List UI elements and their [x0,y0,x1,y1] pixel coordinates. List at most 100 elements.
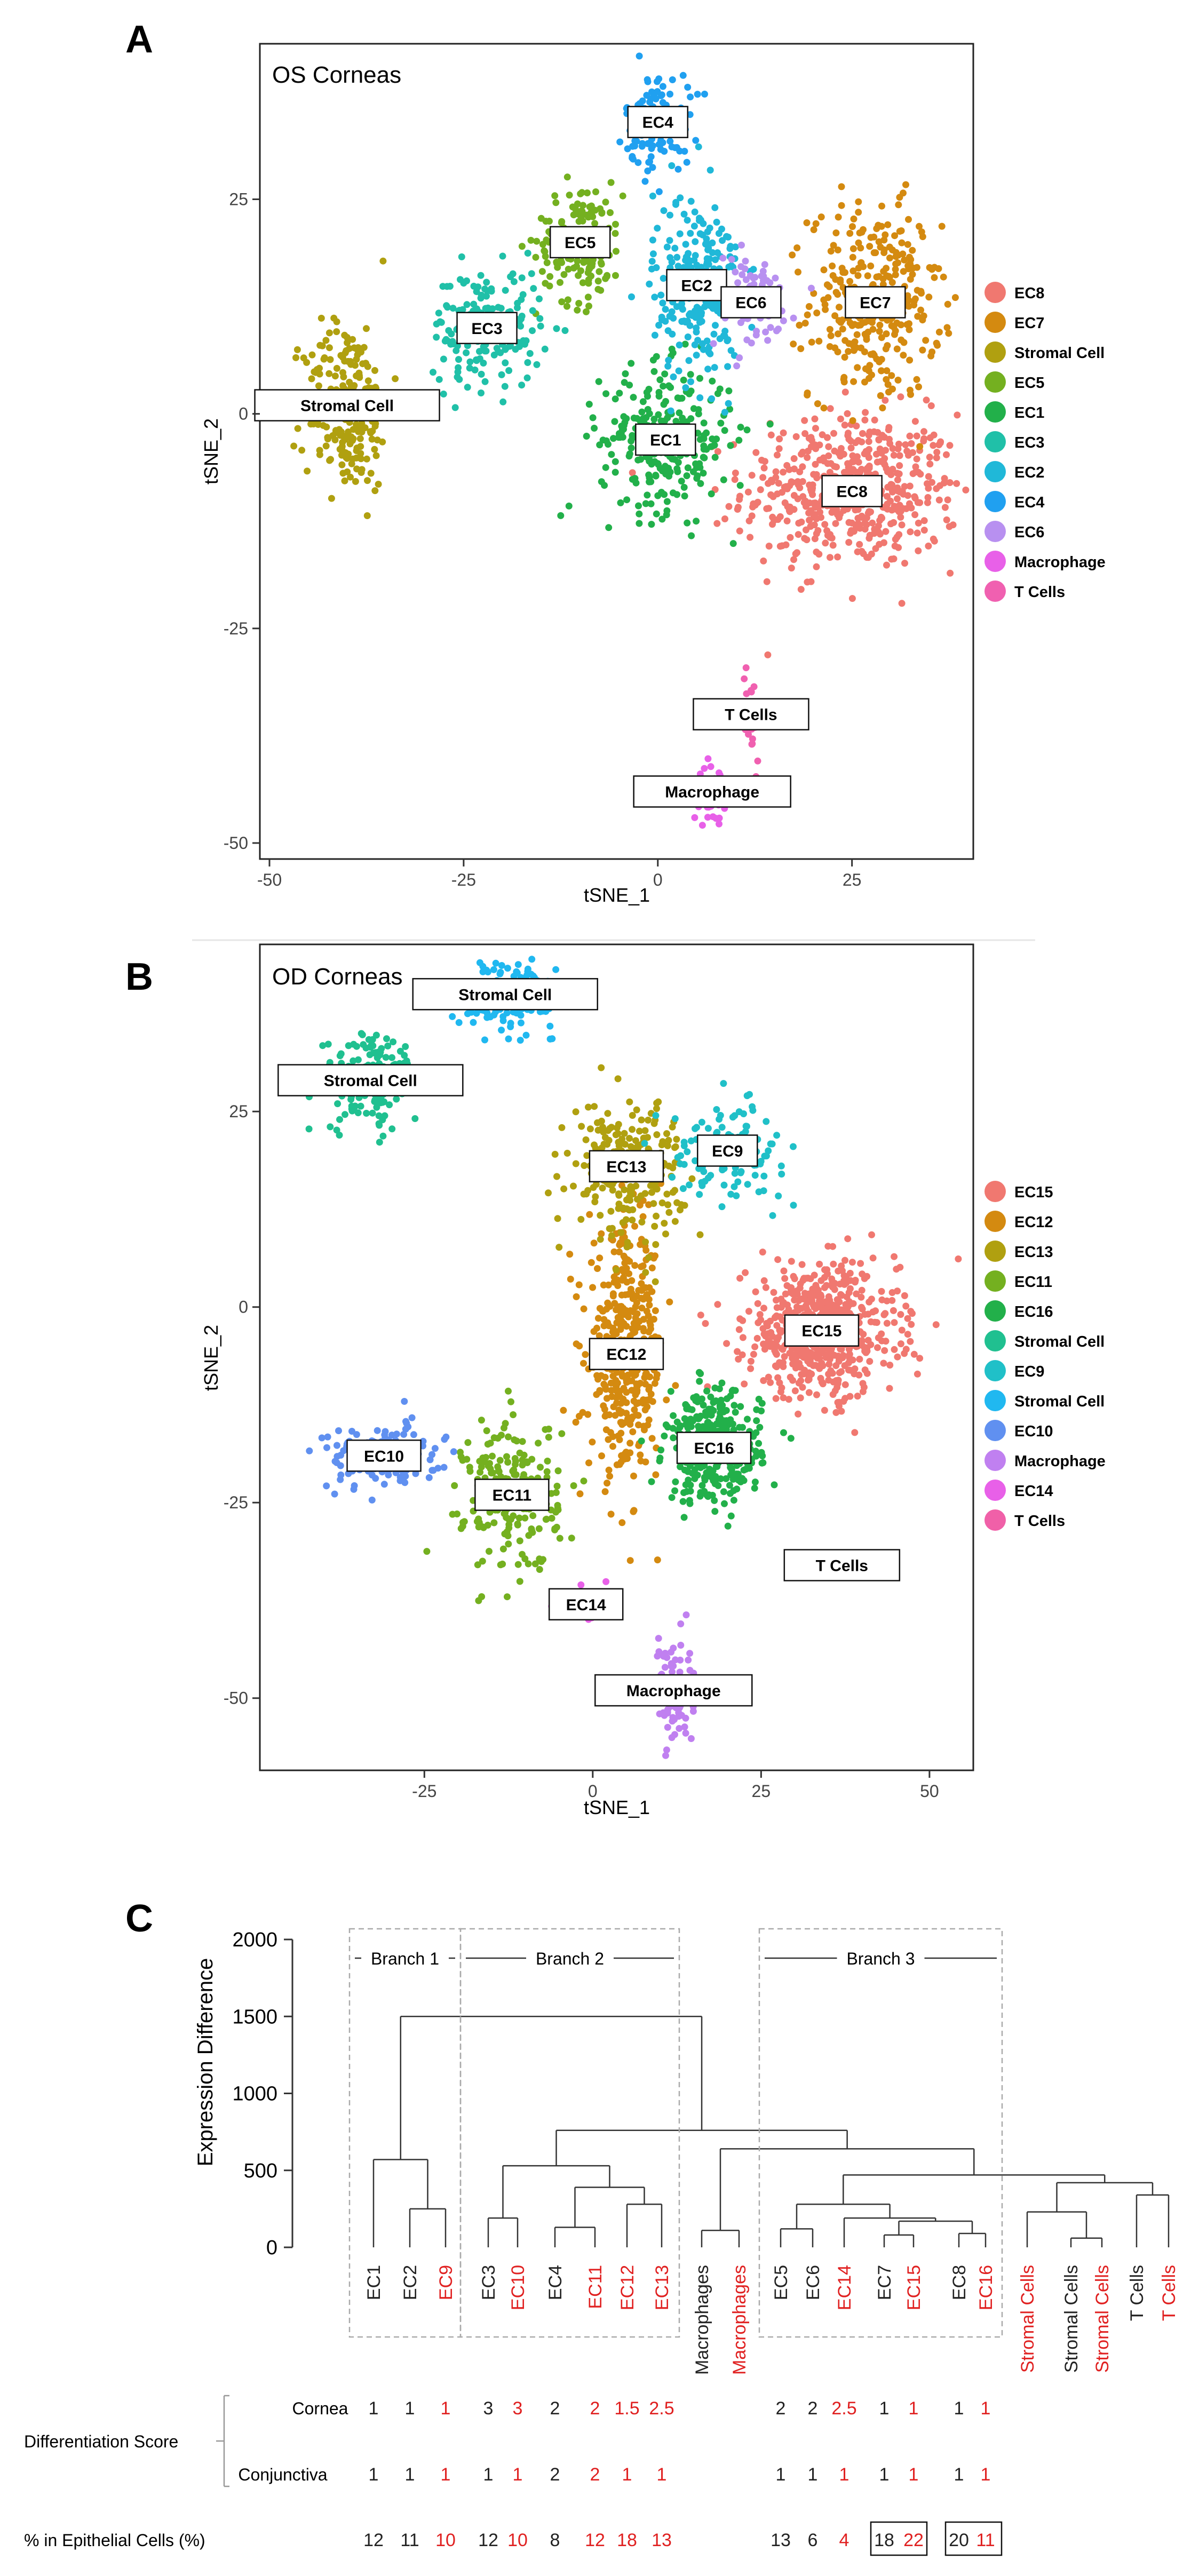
data-point [655,322,663,329]
data-point [847,1277,854,1284]
data-point [639,398,647,406]
data-point [464,1439,472,1446]
leaf-label: EC14 [835,2265,855,2310]
data-point [327,356,334,363]
data-point [866,1358,874,1365]
data-point [781,483,788,491]
data-point [341,477,348,484]
data-point [902,1346,910,1353]
data-point [787,1435,795,1442]
data-point [849,267,857,275]
data-point [570,1182,577,1190]
data-point [749,740,756,748]
data-point [891,331,898,338]
data-point [647,1390,655,1398]
data-point [644,140,652,147]
data-point [334,1100,342,1108]
data-point [889,488,896,496]
data-point [728,256,735,263]
data-point [325,344,333,352]
data-point [585,1459,592,1467]
data-point [658,1199,666,1206]
legend-label: EC15 [1014,1184,1053,1201]
data-point [791,1387,799,1395]
data-point [743,336,751,344]
x-tick-label: -50 [257,870,282,889]
data-point [701,1476,709,1484]
data-point [653,510,660,518]
data-point [755,1188,763,1196]
data-point [369,1042,377,1050]
data-point [911,511,919,519]
legend-label: EC5 [1014,375,1044,392]
data-point [632,1411,640,1419]
data-point [926,454,933,461]
data-point [907,256,915,263]
data-point [614,1314,622,1321]
data-point [945,330,952,337]
data-point [481,1036,488,1044]
data-point [684,519,691,527]
data-point [707,763,714,770]
data-point [659,139,666,146]
data-point [877,392,884,399]
data-point [505,1540,512,1548]
cluster-label-box [633,775,791,808]
data-point [840,507,847,514]
data-point [858,1286,865,1294]
data-point [911,493,918,500]
data-point [610,1248,618,1255]
data-point [646,98,654,106]
data-point [653,1105,660,1112]
legend-swatch [984,1211,1006,1232]
data-point [814,400,821,408]
data-point [298,447,306,454]
data-point [336,1052,344,1060]
data-point [695,1165,703,1172]
data-point [736,1275,744,1282]
data-point [918,228,925,236]
data-point [864,1337,872,1344]
data-point [841,1381,849,1388]
data-point [709,377,716,385]
data-point [467,1008,475,1016]
data-point [324,1040,332,1048]
data-point [473,1009,480,1017]
data-point [623,1389,630,1396]
data-point [663,507,671,514]
data-point [648,145,655,152]
data-point [823,434,831,441]
data-point [678,304,685,311]
cluster-label: EC6 [735,295,766,312]
data-point [609,1187,616,1194]
data-point [324,434,331,441]
cluster-label-box [456,312,518,345]
data-point [650,1200,657,1207]
data-point [897,393,904,401]
data-point [621,1309,629,1316]
data-point [638,1437,645,1445]
data-point [820,454,827,462]
data-point [570,211,577,219]
data-point [783,462,791,469]
data-point [692,1157,699,1164]
data-point [869,1254,877,1262]
data-point [642,1370,650,1377]
data-point [706,1466,713,1473]
data-point [663,1746,670,1754]
data-point [913,376,920,383]
data-point [639,1213,647,1220]
data-point [905,216,912,223]
data-point [644,1291,651,1298]
data-point [866,428,874,436]
data-point [783,517,791,524]
data-point [703,429,710,436]
data-point [490,966,497,973]
data-point [748,687,755,694]
data-point [577,213,585,220]
data-point [603,273,610,280]
data-point [824,1243,832,1250]
data-point [514,961,522,968]
x-tick-label: 0 [653,870,663,889]
data-point [807,1297,814,1305]
